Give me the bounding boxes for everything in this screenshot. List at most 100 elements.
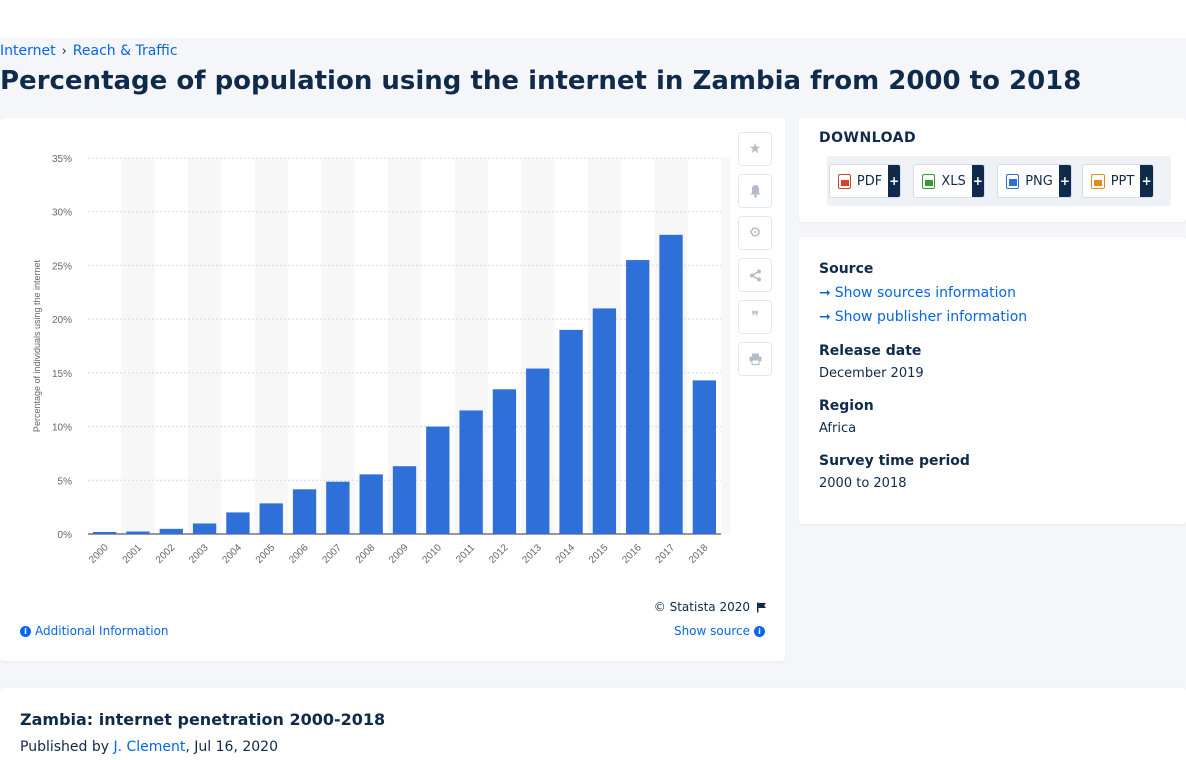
breadcrumb-item-reach-traffic[interactable]: Reach & Traffic	[72, 43, 178, 59]
bar	[226, 512, 250, 534]
ppt-icon	[1091, 173, 1105, 189]
x-tick-label: 2008	[354, 542, 378, 566]
x-tick-label: 2018	[687, 542, 711, 566]
x-tick-label: 2012	[487, 542, 511, 566]
plus-icon: +	[971, 165, 984, 197]
bar	[326, 481, 350, 534]
download-xls-button[interactable]: XLS +	[913, 164, 985, 198]
quote-icon[interactable]: ❞	[738, 300, 772, 334]
published-by: Published by J. Clement, Jul 16, 2020	[20, 739, 278, 755]
column-band	[321, 158, 355, 534]
bar	[192, 523, 217, 534]
flag-icon[interactable]	[756, 602, 767, 613]
x-tick-label: 2002	[154, 542, 178, 566]
download-ppt-button[interactable]: PPT +	[1082, 164, 1154, 198]
bar	[526, 368, 550, 534]
breadcrumb: Internet › Reach & Traffic	[0, 43, 178, 59]
region-label: Region	[819, 398, 874, 414]
published-date: , Jul 16, 2020	[185, 739, 278, 755]
x-tick-label: 2011	[454, 542, 477, 565]
statistic-summary-title: Zambia: internet penetration 2000-2018	[20, 710, 386, 729]
y-tick-label: 10%	[52, 423, 72, 434]
column-band	[187, 158, 222, 534]
source-label: Source	[819, 261, 874, 277]
bar-chart: 0% 5% 10% 15% 20% 25% 30% 35% 2000 2001 2002 2003 20…	[32, 154, 730, 566]
gear-icon[interactable]: ⚙	[738, 216, 772, 250]
download-ppt-label: PPT	[1110, 173, 1135, 189]
x-tick-label: 2004	[221, 542, 245, 566]
download-card: DOWNLOAD PDF + XLS + PNG + PPT +	[799, 118, 1186, 222]
region-value: Africa	[819, 421, 857, 436]
x-tick-label: 2013	[520, 542, 544, 566]
x-tick-label: 2005	[254, 542, 278, 566]
png-icon	[1006, 173, 1020, 189]
column-band	[254, 158, 288, 534]
x-tick-label: 2010	[420, 542, 444, 566]
bar	[392, 466, 417, 534]
y-axis-label: Percentage of individuals using the inte…	[32, 259, 42, 432]
download-pdf-button[interactable]: PDF +	[829, 164, 901, 198]
bar	[292, 489, 317, 534]
chart-card: 0% 5% 10% 15% 20% 25% 30% 35% 2000 2001 2002 2003 20…	[0, 118, 785, 661]
download-png-button[interactable]: PNG +	[997, 164, 1072, 198]
download-title: DOWNLOAD	[819, 130, 917, 146]
x-tick-label: 2015	[587, 542, 611, 566]
published-prefix: Published by	[20, 739, 114, 755]
show-source-link[interactable]: Show source i	[674, 624, 765, 638]
bar	[126, 531, 150, 534]
share-icon[interactable]	[738, 258, 772, 292]
download-buttons: PDF + XLS + PNG + PPT +	[827, 156, 1171, 206]
y-tick-label: 20%	[52, 315, 72, 326]
plus-icon: +	[1140, 165, 1153, 197]
info-icon: i	[20, 625, 31, 637]
bell-icon[interactable]	[738, 174, 772, 208]
show-publisher-label: Show publisher information	[834, 309, 1028, 325]
bar	[592, 308, 617, 534]
print-icon[interactable]	[738, 342, 772, 376]
show-sources-link[interactable]: ➞ Show sources information	[819, 285, 1016, 301]
y-tick-label: 15%	[52, 369, 72, 380]
survey-period-label: Survey time period	[819, 453, 970, 469]
bar	[359, 474, 383, 534]
x-tick-label: 2003	[187, 542, 211, 566]
y-tick-label: 30%	[52, 208, 72, 219]
additional-information-label: Additional Information	[35, 624, 169, 638]
page-title: Percentage of population using the inter…	[0, 66, 1082, 96]
x-tick-label: 2009	[387, 542, 411, 566]
xls-icon	[922, 173, 936, 189]
x-tick-label: 2007	[320, 542, 344, 566]
star-icon[interactable]: ★	[738, 132, 772, 166]
column-band	[721, 158, 730, 534]
breadcrumb-item-internet[interactable]: Internet	[0, 43, 56, 59]
y-tick-label: 5%	[58, 476, 73, 487]
column-band	[121, 158, 155, 534]
x-tick-label: 2016	[620, 542, 644, 566]
arrow-right-icon: ➞	[819, 309, 831, 325]
x-tick-label: 2017	[654, 542, 678, 566]
bar	[159, 528, 183, 534]
chart-copyright: © Statista 2020	[654, 600, 767, 614]
copyright-text: © Statista 2020	[653, 600, 750, 614]
statistic-details-card: Source ➞ Show sources information ➞ Show…	[799, 237, 1186, 524]
show-publisher-link[interactable]: ➞ Show publisher information	[819, 309, 1027, 325]
bar	[492, 389, 517, 534]
y-tick-label: 0%	[58, 530, 73, 541]
breadcrumb-separator: ›	[61, 43, 67, 59]
author-link[interactable]: J. Clement	[113, 739, 186, 755]
plus-icon: +	[1058, 165, 1071, 197]
bar	[559, 329, 583, 534]
bar	[259, 503, 283, 534]
download-pdf-label: PDF	[856, 173, 883, 189]
chart-tools: ★ ⚙ ❞	[738, 132, 772, 376]
statistic-summary-card: Zambia: internet penetration 2000-2018 P…	[0, 688, 1186, 760]
info-icon: i	[754, 625, 765, 637]
bar	[692, 380, 717, 534]
bar	[659, 234, 683, 534]
y-tick-label: 25%	[52, 261, 72, 272]
x-tick-label: 2006	[287, 542, 311, 566]
additional-information-link[interactable]: i Additional Information	[20, 624, 169, 638]
arrow-right-icon: ➞	[819, 285, 831, 301]
x-tick-label: 2000	[87, 542, 111, 566]
top-bar	[0, 0, 1186, 38]
download-xls-label: XLS	[941, 173, 966, 189]
